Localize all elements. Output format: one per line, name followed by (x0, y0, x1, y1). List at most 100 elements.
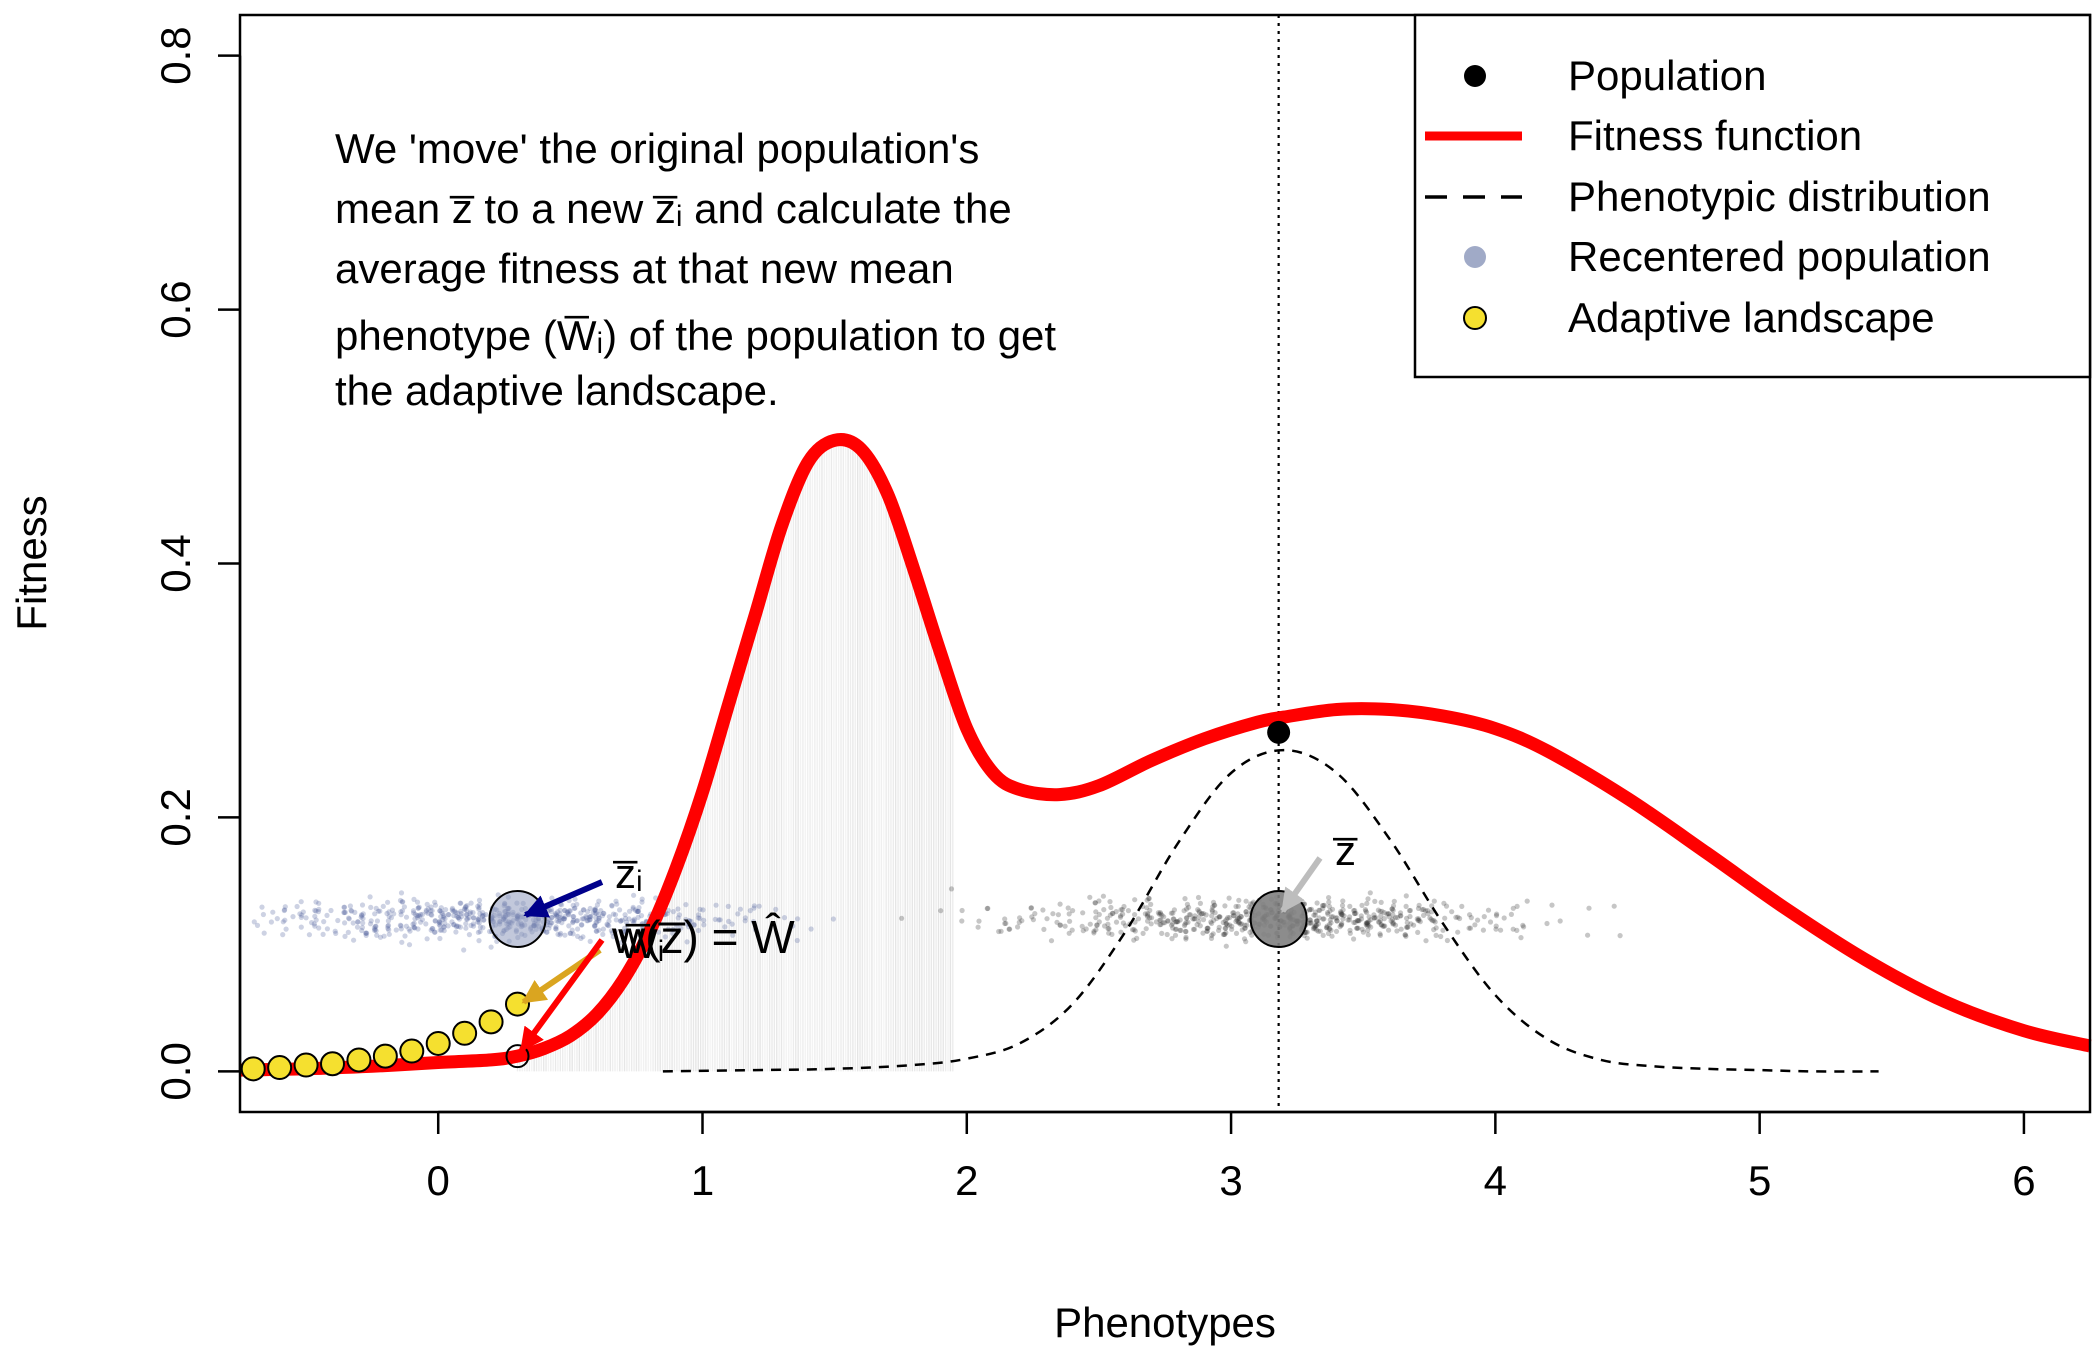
x-tick-label: 6 (2012, 1157, 2035, 1204)
recentered-population-point (412, 911, 418, 917)
recentered-population-point (346, 915, 352, 921)
recentered-population-point (466, 932, 472, 938)
recentered-population-point (363, 930, 369, 936)
recentered-population-point (598, 908, 604, 914)
original-population-point (1390, 907, 1396, 914)
original-population-point (1386, 914, 1392, 920)
original-population-point (1377, 932, 1383, 939)
recentered-population-point (449, 907, 455, 913)
original-population-point (1190, 916, 1196, 922)
original-population-point (1227, 922, 1233, 928)
original-population-point (1109, 931, 1115, 938)
recentered-population-point (695, 912, 702, 918)
recentered-population-point (610, 934, 616, 940)
original-population-point (1217, 914, 1223, 920)
recentered-population-point (559, 902, 565, 908)
recentered-population-point (730, 932, 736, 938)
recentered-population-point (697, 906, 703, 913)
recentered-population-point (631, 916, 637, 922)
recentered-population-point (562, 932, 568, 938)
original-population-point (1428, 916, 1434, 922)
original-population-point (1057, 901, 1063, 907)
x-tick-label: 1 (691, 1157, 714, 1204)
original-population-point (1317, 928, 1323, 934)
recentered-population-point (260, 911, 266, 918)
recentered-population-point (555, 909, 561, 915)
legend-population-marker (1464, 65, 1486, 87)
recentered-population-point (298, 899, 304, 905)
original-population-point (1355, 925, 1361, 931)
original-population-point (1233, 918, 1239, 925)
original-population-point (1372, 898, 1378, 905)
recentered-population-point (282, 907, 288, 913)
original-population-point (1057, 922, 1064, 928)
recentered-population-point (604, 921, 610, 928)
recentered-population-point (605, 922, 611, 928)
original-population-point (1392, 915, 1399, 921)
recentered-population-point (670, 930, 676, 936)
original-population-point (1135, 916, 1142, 922)
recentered-population-point (354, 924, 361, 930)
original-population-point (1326, 926, 1332, 932)
original-population-point (1431, 918, 1437, 924)
recentered-population-point (701, 922, 707, 928)
original-population-point (1411, 922, 1417, 928)
x-tick-label: 3 (1219, 1157, 1242, 1204)
recentered-population-point (457, 900, 463, 906)
recentered-population-point (377, 934, 384, 940)
original-population-point (1230, 910, 1236, 916)
original-population-point (1611, 903, 1617, 909)
original-population-point (1379, 908, 1385, 914)
recentered-population-point (636, 905, 642, 911)
original-population-point (1108, 904, 1114, 911)
original-population-point (1235, 911, 1241, 917)
original-population-point (1249, 932, 1255, 938)
recentered-population-point (554, 918, 560, 924)
recentered-population-point (352, 909, 358, 916)
original-population-point (1403, 903, 1409, 910)
recentered-population-point (553, 912, 560, 918)
original-population-point (1354, 918, 1360, 924)
recentered-population-point (587, 914, 593, 920)
recentered-population-point (585, 918, 591, 924)
recentered-population-point (587, 917, 593, 923)
recentered-population-point (477, 902, 483, 908)
original-population-point (1324, 923, 1330, 929)
original-population-point (1494, 911, 1500, 917)
original-population-point (1191, 926, 1198, 932)
recentered-population-point (559, 920, 565, 926)
original-population-point (1158, 921, 1164, 928)
recentered-population-point (612, 928, 618, 934)
recentered-population-point (368, 918, 374, 924)
original-population-point (1238, 914, 1244, 920)
original-population-point (1339, 922, 1345, 928)
original-population-point (1398, 926, 1404, 932)
recentered-population-point (381, 933, 387, 939)
recentered-population-point (441, 928, 447, 934)
original-population-point (1203, 912, 1209, 918)
recentered-population-point (675, 928, 681, 935)
recentered-population-point (570, 931, 576, 937)
recentered-population-point (565, 909, 571, 916)
recentered-population-point (781, 915, 788, 921)
original-population-point (1017, 915, 1023, 921)
original-population-point (1455, 929, 1461, 935)
original-population-point (1172, 926, 1178, 932)
original-population-point (1377, 917, 1384, 924)
original-population-point (1159, 930, 1165, 937)
recentered-population-point (562, 913, 568, 920)
recentered-population-point (553, 925, 559, 932)
original-population-point (1100, 893, 1106, 899)
recentered-population-point (324, 912, 330, 919)
original-population-point (1092, 900, 1098, 906)
recentered-population-point (735, 911, 741, 917)
original-population-point (1184, 901, 1190, 908)
recentered-population-point (471, 915, 477, 921)
original-population-point (1345, 917, 1351, 923)
original-mean-marker (1249, 890, 1308, 949)
original-population-point (1146, 895, 1152, 902)
original-population-point (1104, 915, 1110, 921)
original-population-point (1171, 916, 1177, 922)
recentered-population-point (488, 944, 494, 950)
recentered-population-point (592, 906, 599, 912)
